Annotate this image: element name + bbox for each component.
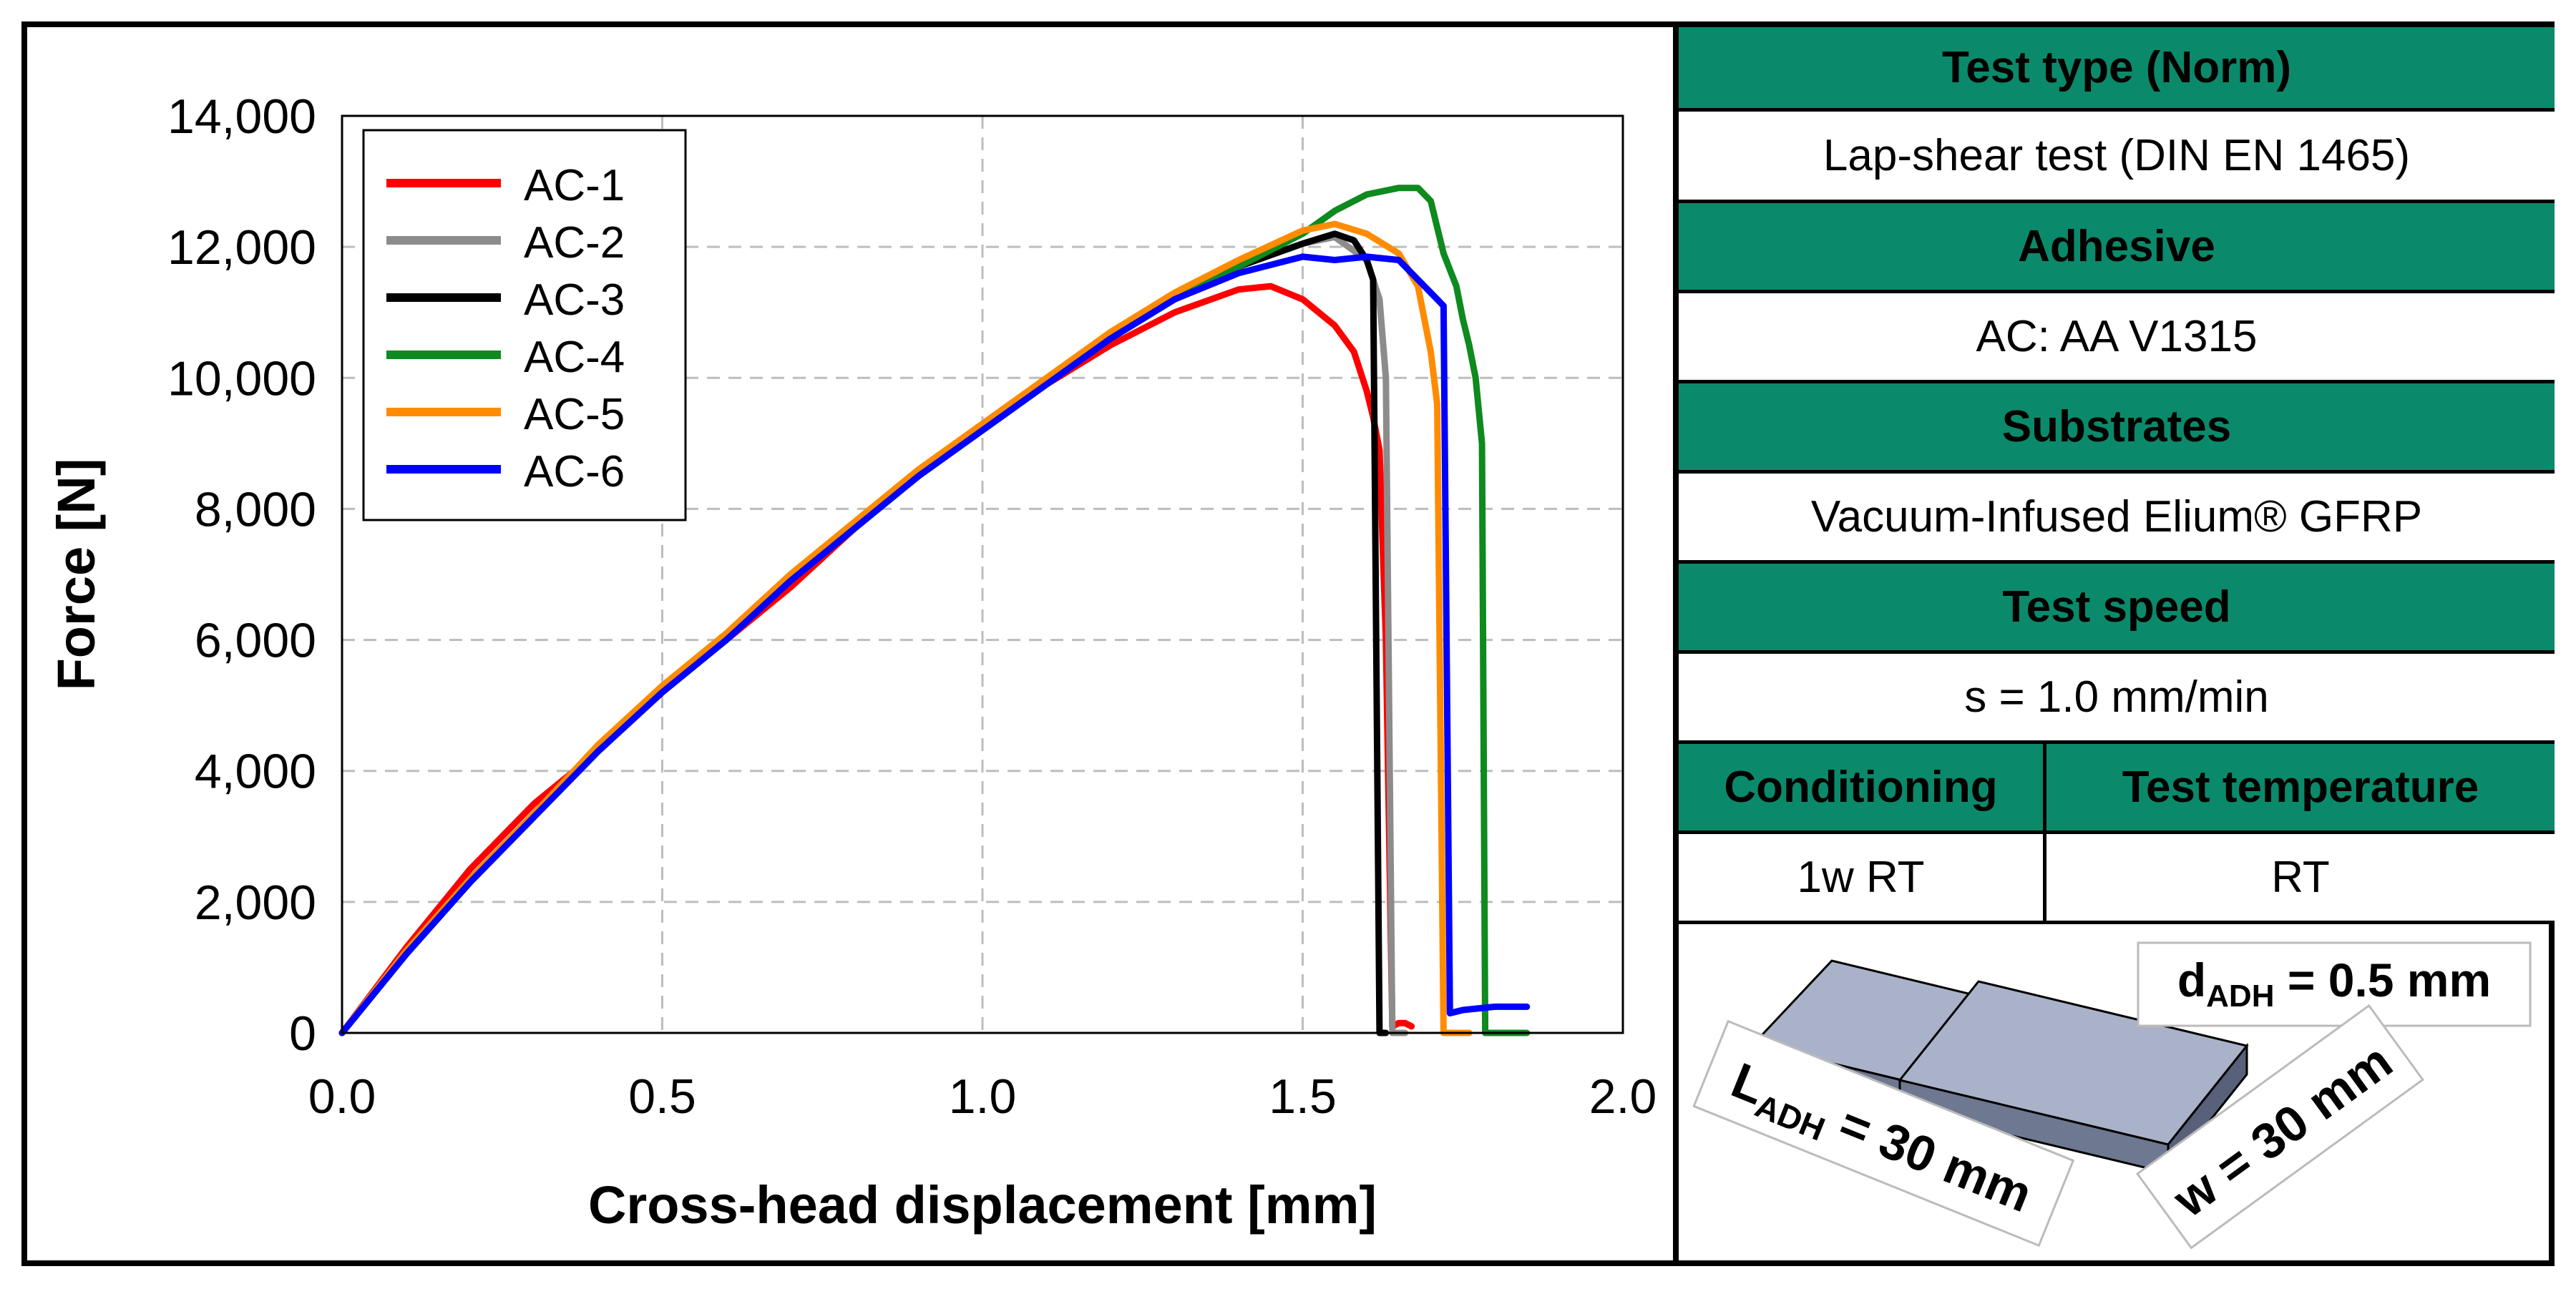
x-tick-label: 1.0 [949, 1069, 1017, 1124]
y-tick-label: 14,000 [167, 89, 316, 144]
tick-labels: 0.0 0.5 1.0 1.5 2.0 0 2,000 4,000 6,000 8,000 10,0… [167, 89, 1657, 1124]
legend-label: AC-1 [524, 161, 625, 210]
series-line-ac-6 [338, 253, 1531, 1036]
y-tick-label: 12,000 [167, 220, 316, 275]
length-label-box [1692, 1019, 2075, 1248]
series-line-ac-5 [338, 220, 1473, 1036]
legend-label: AC-6 [524, 447, 625, 496]
y-tick-label: 0 [289, 1006, 316, 1061]
x-tick-label: 2.0 [1589, 1069, 1657, 1124]
table-divider [1673, 21, 1679, 1266]
x-tick-label: 0.0 [308, 1069, 376, 1124]
conditioning-value: 1w RT [1679, 834, 2046, 924]
substrates-header: Substrates [1679, 383, 2555, 474]
y-tick-label: 10,000 [167, 351, 316, 406]
x-tick-label: 0.5 [628, 1069, 696, 1124]
series-layer [338, 185, 1531, 1036]
legend-label: AC-3 [524, 275, 625, 325]
thickness-label-box [2137, 941, 2532, 1027]
thickness-value: = 0.5 mm [2274, 954, 2491, 1006]
test-speed-value: s = 1.0 mm/min [1679, 654, 2555, 744]
adhesive-header: Adhesive [1679, 203, 2555, 293]
info-table: Test type (Norm) Lap-shear test (DIN EN … [1673, 21, 2555, 1266]
thickness-subscript: ADH [2206, 979, 2274, 1014]
substrates-value: Vacuum-Infused Elium® GFRP [1679, 474, 2555, 564]
y-tick-label: 8,000 [195, 482, 316, 536]
test-temperature-value: RT [2046, 834, 2555, 924]
legend-label: AC-2 [524, 218, 625, 268]
thickness-symbol: d [2177, 954, 2206, 1006]
thickness-label-text: dADH = 0.5 mm [2177, 954, 2491, 1014]
test-speed-header: Test speed [1679, 564, 2555, 654]
legend-label: AC-4 [524, 333, 625, 382]
test-type-value: Lap-shear test (DIN EN 1465) [1679, 112, 2555, 203]
plot-border [341, 114, 1624, 1034]
test-type-header: Test type (Norm) [1679, 27, 2555, 112]
width-label-box [2135, 1004, 2424, 1250]
legend-label: AC-5 [524, 390, 625, 439]
y-tick-label: 6,000 [195, 614, 316, 668]
y-tick-label: 4,000 [195, 745, 316, 799]
conditioning-header: Conditioning [1679, 744, 2046, 834]
x-tick-label: 1.5 [1269, 1069, 1337, 1124]
adhesive-value: AC: AA V1315 [1679, 293, 2555, 383]
thickness-label: dADH = 0.5 mm [2137, 941, 2532, 1027]
test-temperature-header: Test temperature [2046, 744, 2555, 834]
y-axis-label: Force [N] [47, 459, 106, 691]
x-axis-label: Cross-head displacement [mm] [588, 1175, 1377, 1235]
legend: AC-1 AC-2 AC-3 AC-4 AC-5 AC-6 [362, 129, 687, 521]
legend-box [362, 129, 687, 521]
y-tick-label: 2,000 [195, 876, 316, 930]
